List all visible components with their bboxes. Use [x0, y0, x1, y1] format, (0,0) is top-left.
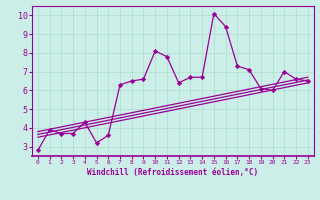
- X-axis label: Windchill (Refroidissement éolien,°C): Windchill (Refroidissement éolien,°C): [87, 168, 258, 177]
